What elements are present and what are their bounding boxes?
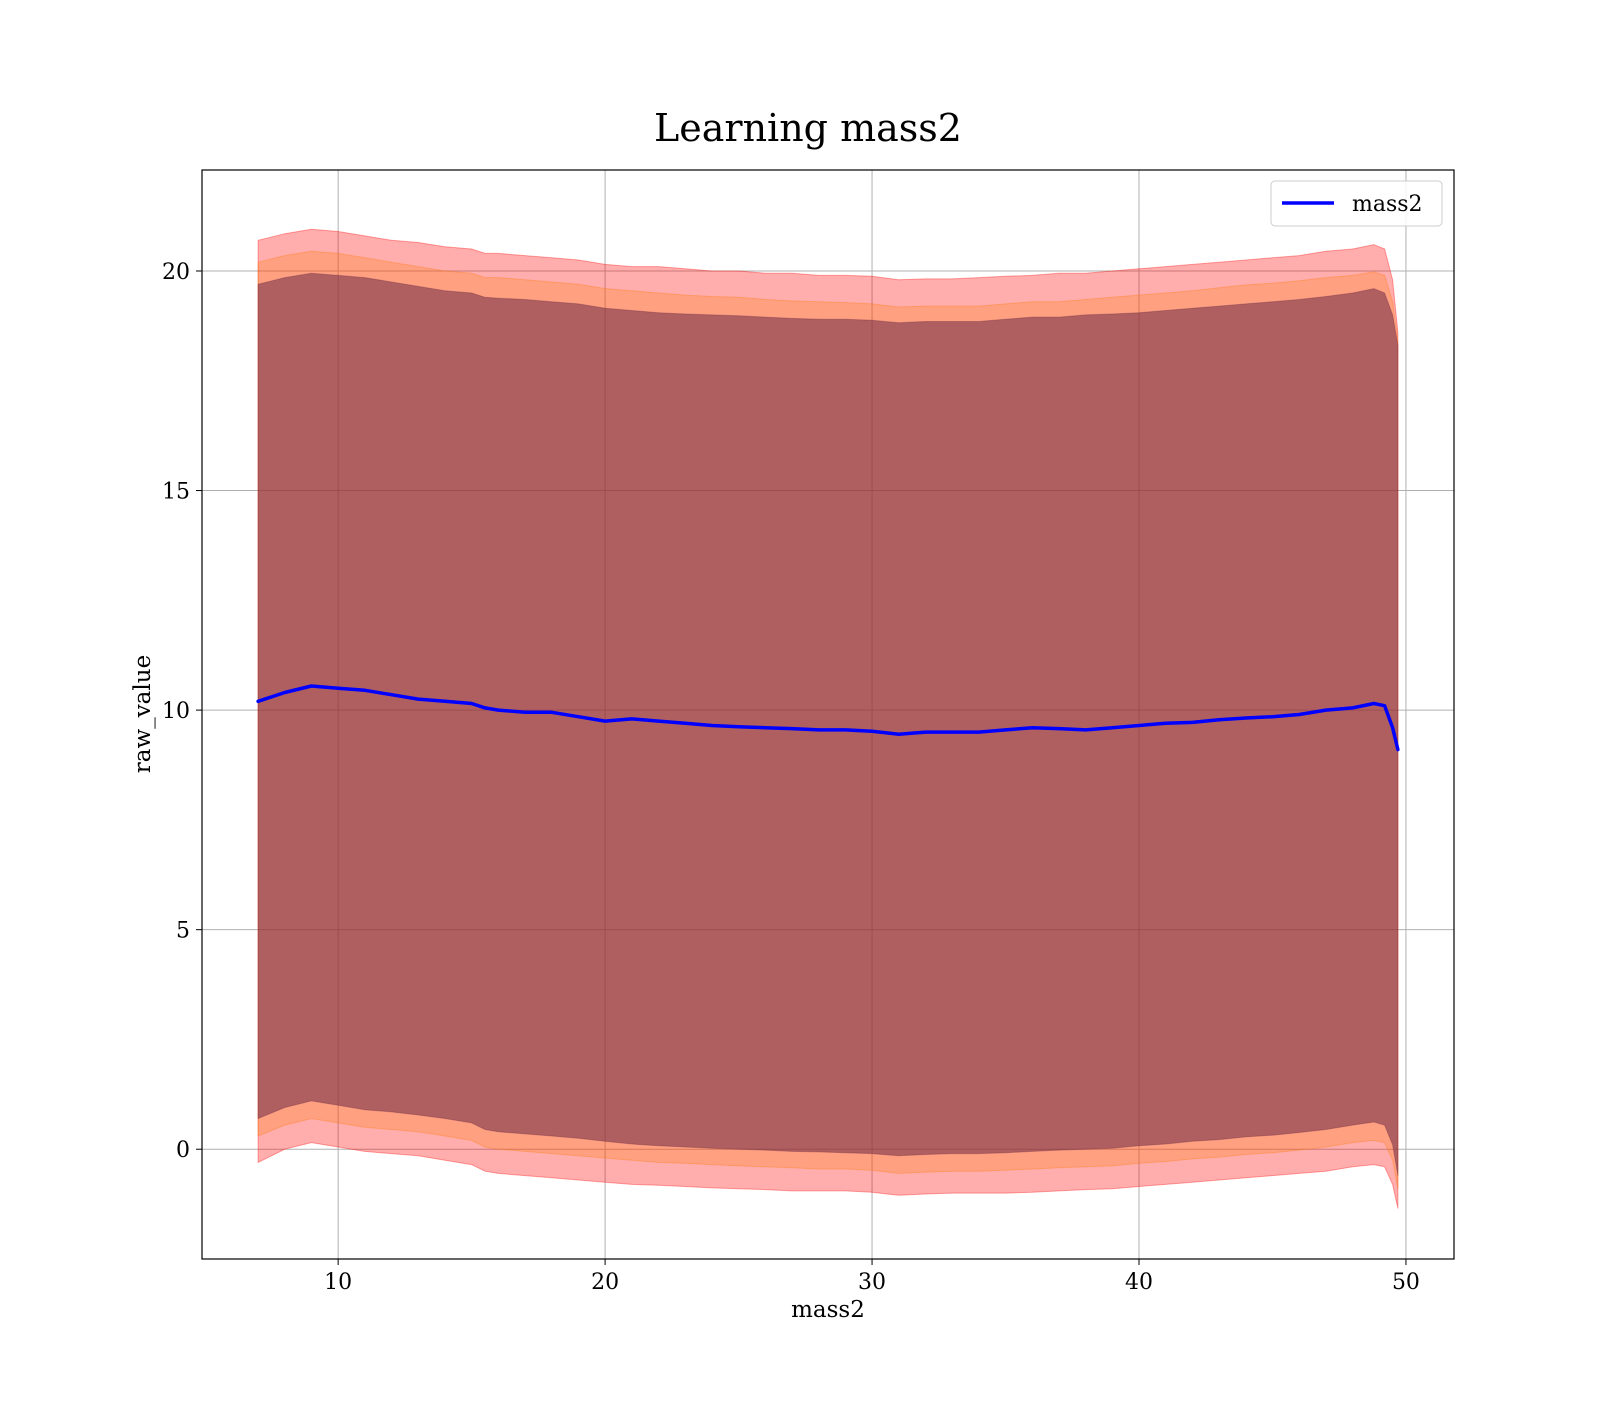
- series-lines: [256, 684, 1400, 752]
- confidence-bands: [257, 228, 1399, 1209]
- confidence-band-3: [257, 272, 1399, 1176]
- x-tick-label: 30: [858, 1270, 886, 1295]
- legend-label: mass2: [1352, 192, 1423, 217]
- series-line-mass2: [256, 684, 1400, 752]
- x-tick-label: 50: [1392, 1270, 1420, 1295]
- y-axis-label: raw_value: [130, 655, 156, 773]
- x-tick-label: 20: [591, 1270, 619, 1295]
- chart-title: Learning mass2: [654, 106, 962, 150]
- y-tick-label: 0: [176, 1138, 190, 1163]
- plot-frame: [201, 169, 1455, 1260]
- y-tick-label: 5: [176, 919, 190, 944]
- y-tick-label: 20: [162, 260, 190, 285]
- y-tick-label: 15: [162, 480, 190, 505]
- x-axis-label: mass2: [791, 1297, 865, 1323]
- legend: mass2: [1270, 180, 1443, 227]
- x-tick-label: 40: [1125, 1270, 1153, 1295]
- y-axis-ticks: 0 5 10 15 20: [162, 260, 202, 1163]
- x-axis-ticks: 10 20 30 40 50: [324, 1259, 1420, 1295]
- legend-box: [1270, 180, 1443, 227]
- y-tick-label: 10: [162, 699, 190, 724]
- x-tick-label: 10: [324, 1270, 352, 1295]
